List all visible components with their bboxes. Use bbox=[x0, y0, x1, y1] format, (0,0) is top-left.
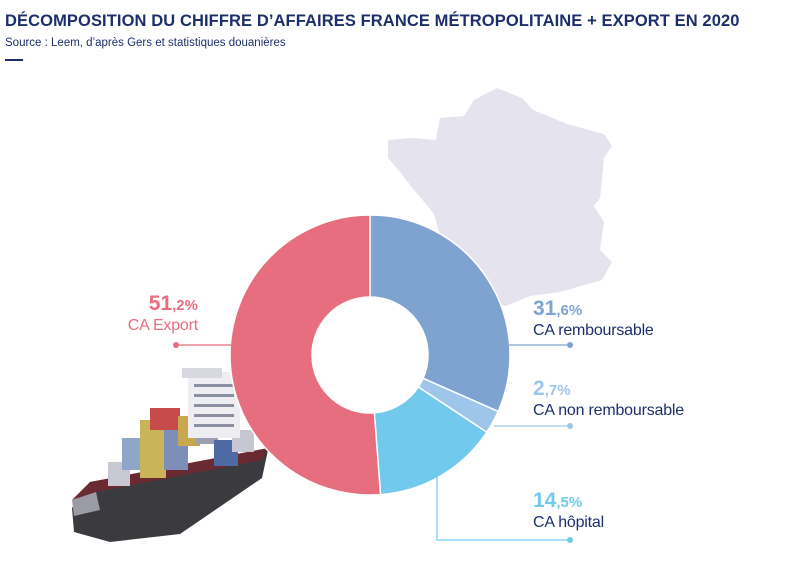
leader-line-hopital bbox=[436, 468, 570, 541]
title-underline bbox=[5, 59, 23, 61]
name-ca-remboursable: CA remboursable bbox=[533, 322, 654, 339]
name-ca-non-remboursable: CA non remboursable bbox=[533, 402, 684, 419]
page-title: DÉCOMPOSITION DU CHIFFRE D’AFFAIRES FRAN… bbox=[5, 12, 740, 30]
leader-dot-remboursable bbox=[567, 342, 573, 348]
leader-dot-non-remboursable bbox=[567, 423, 573, 429]
label-ca-non-remboursable: 2,7% CA non remboursable bbox=[533, 378, 684, 419]
name-ca-hopital: CA hôpital bbox=[533, 514, 604, 531]
leader-dot-export bbox=[173, 342, 179, 348]
slice-remboursable bbox=[369, 214, 511, 413]
container-ship-icon bbox=[72, 368, 268, 542]
slice-export bbox=[229, 214, 382, 496]
label-ca-hopital: 14,5% CA hôpital bbox=[533, 490, 604, 531]
name-ca-export: CA Export bbox=[127, 317, 198, 334]
label-ca-remboursable: 31,6% CA remboursable bbox=[533, 298, 654, 339]
label-ca-export: 51,2% CA Export bbox=[128, 293, 198, 334]
value-ca-non-remboursable: 2,7% bbox=[533, 377, 571, 400]
value-ca-remboursable: 31,6% bbox=[533, 297, 583, 320]
leader-dot-hopital bbox=[567, 537, 573, 543]
value-ca-hopital: 14,5% bbox=[533, 489, 583, 512]
value-ca-export: 51,2% bbox=[148, 292, 198, 315]
source-note: Source : Leem, d’après Gers et statistiq… bbox=[5, 37, 286, 49]
